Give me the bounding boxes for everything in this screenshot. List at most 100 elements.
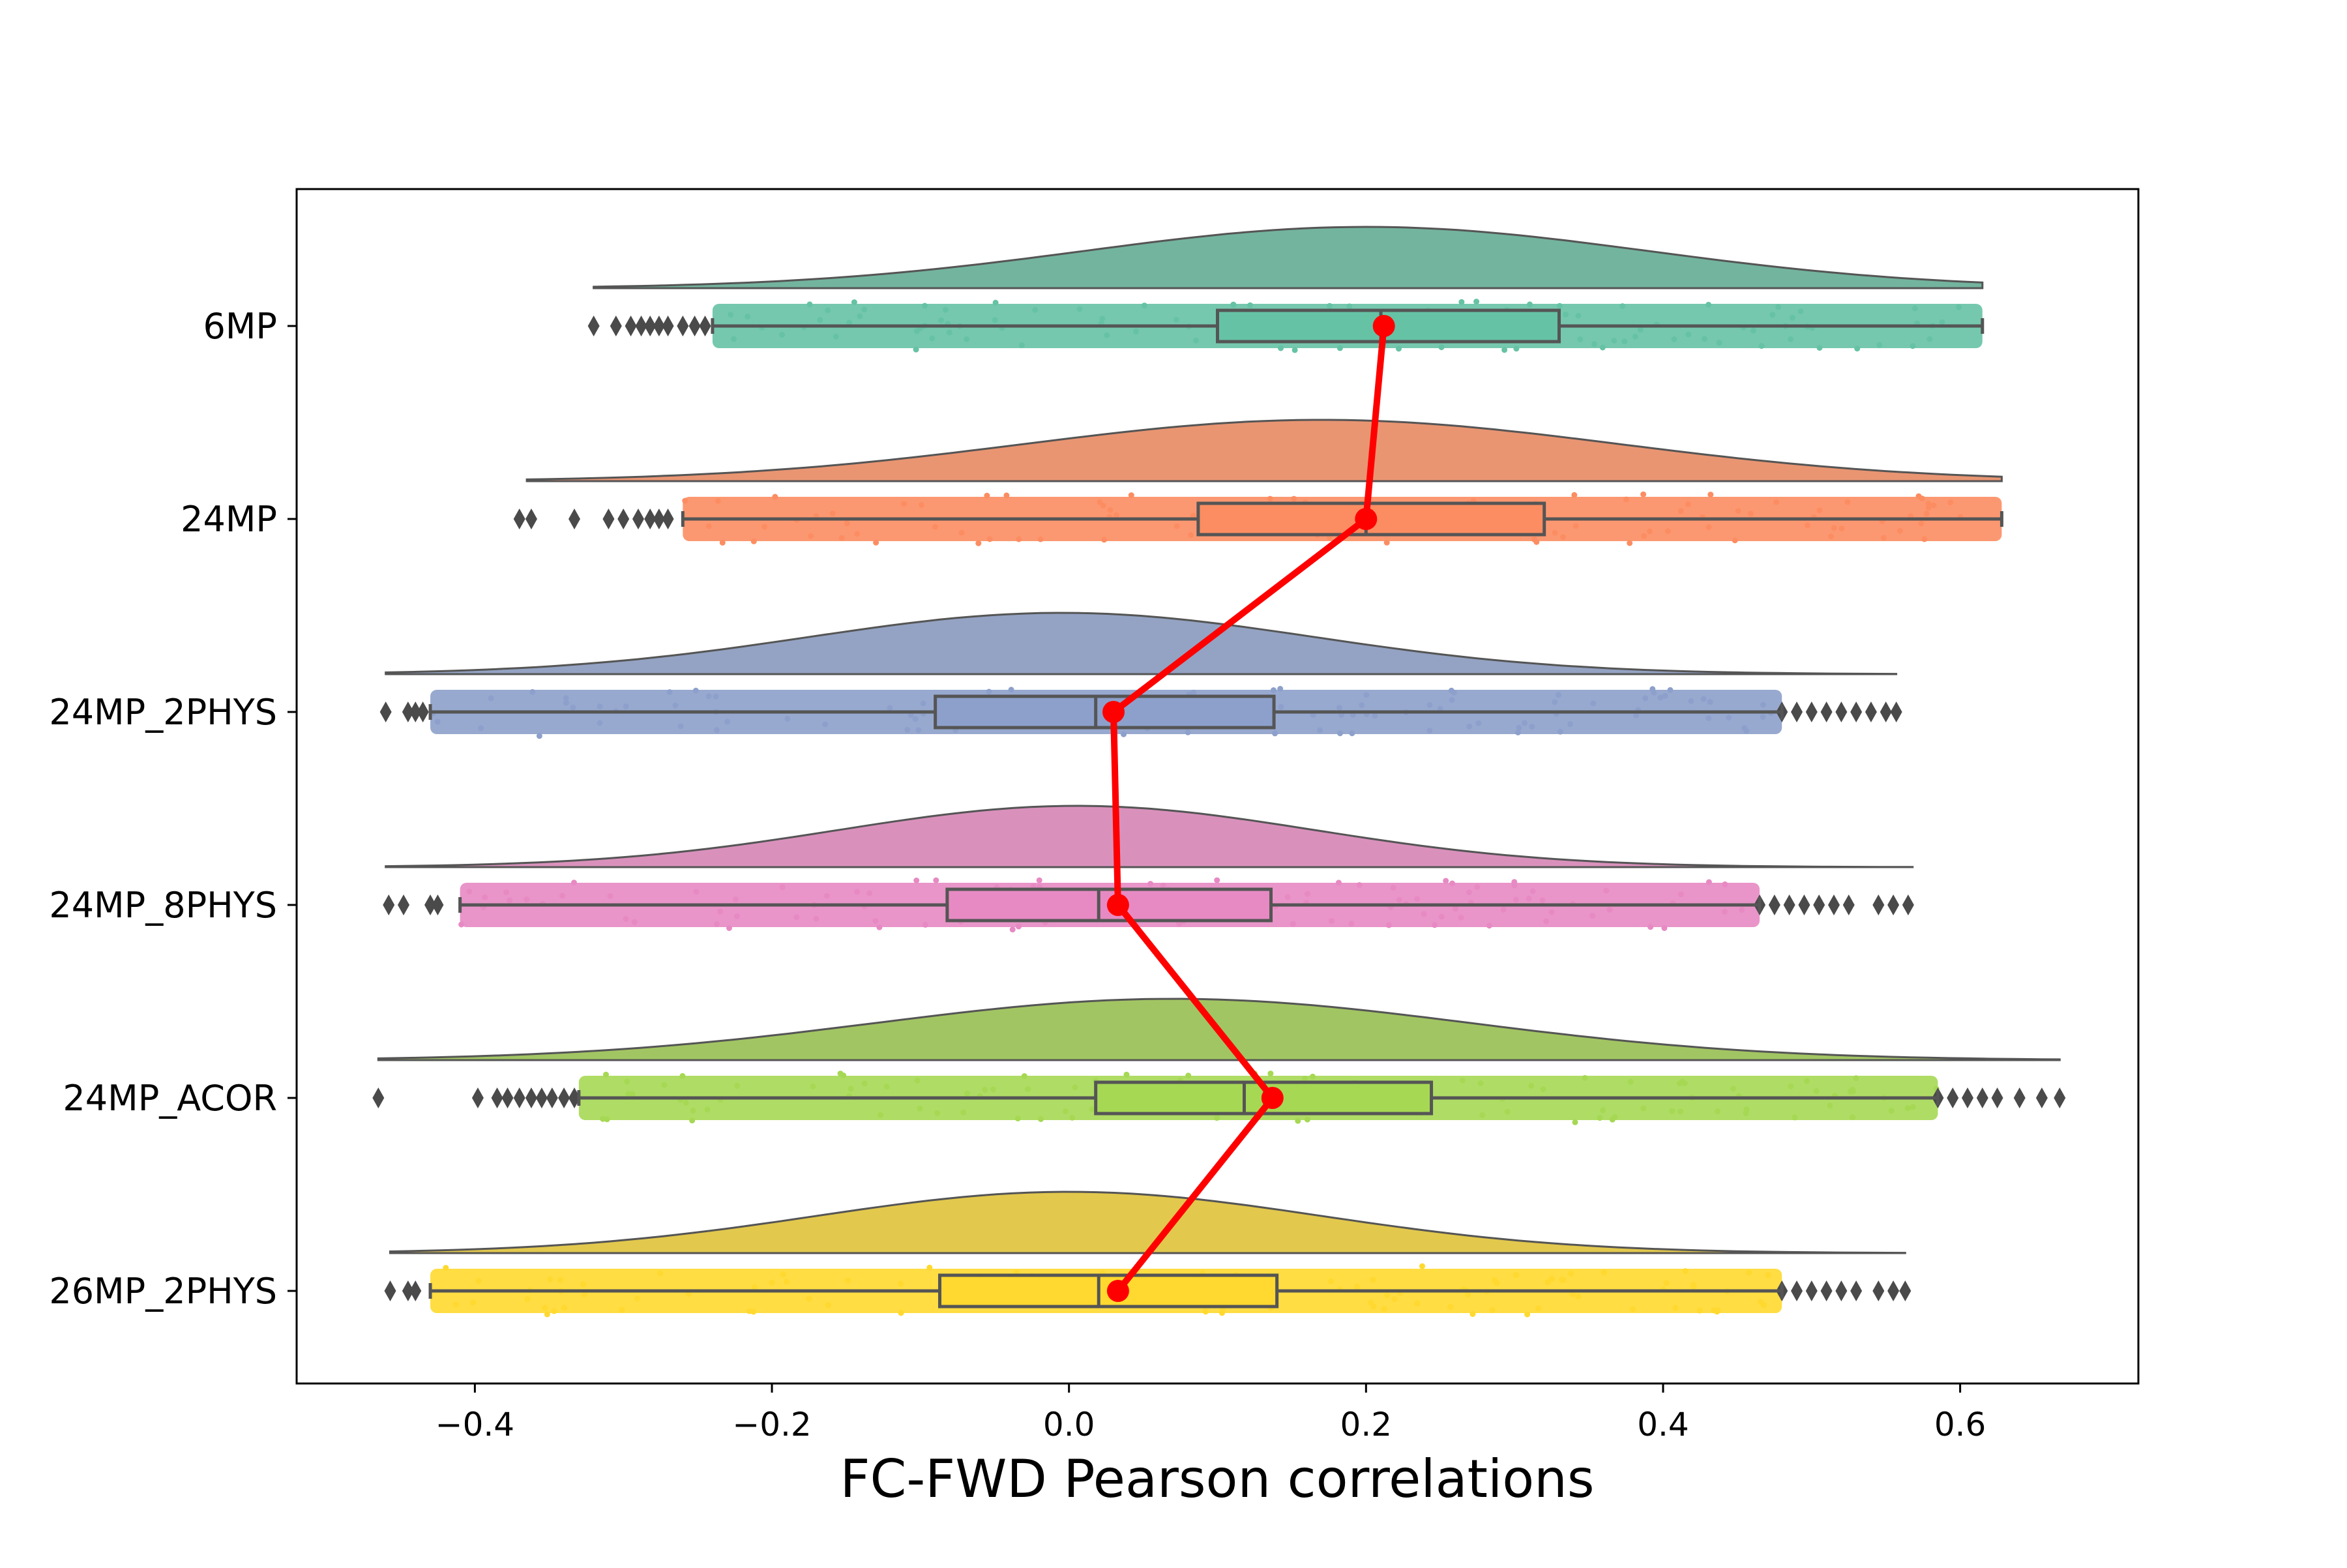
rain-point <box>1923 510 1930 517</box>
rain-point <box>1123 1071 1130 1078</box>
rain-point <box>1705 715 1712 721</box>
outlier-marker <box>1791 1280 1803 1301</box>
rain-point <box>1522 720 1528 726</box>
rain-point <box>810 1083 816 1089</box>
rain-point <box>524 1296 531 1303</box>
rain-point <box>964 336 970 342</box>
rain-point <box>1247 302 1254 308</box>
rain-point <box>1646 528 1653 535</box>
rain-point <box>1715 1108 1720 1114</box>
outlier-marker <box>1813 895 1825 915</box>
outlier-marker <box>1791 702 1803 722</box>
box-24mp-2phys <box>934 694 1276 730</box>
rain-point <box>1458 299 1465 305</box>
rain-point <box>833 333 839 340</box>
rain-point <box>960 1109 967 1116</box>
rain-point <box>1640 491 1647 497</box>
rain-point <box>908 712 914 718</box>
plot-area-frame <box>295 188 2140 1385</box>
rain-point <box>958 529 965 536</box>
outlier-marker <box>501 1087 514 1108</box>
rain-point <box>1489 1307 1496 1314</box>
rain-point <box>734 1082 741 1089</box>
rain-point <box>1556 692 1561 698</box>
rain-point <box>1310 1073 1316 1080</box>
rain-point <box>1214 877 1220 883</box>
rain-point <box>1685 331 1692 338</box>
rain-point <box>607 893 613 899</box>
rain-point <box>837 1071 844 1077</box>
rain-point <box>1677 508 1684 514</box>
rain-point <box>1804 1078 1810 1084</box>
rain-point <box>1089 1106 1095 1112</box>
rain-point <box>934 1110 941 1116</box>
rain-point <box>1575 312 1582 319</box>
rain-point <box>848 1086 854 1092</box>
rain-point <box>683 1099 689 1106</box>
rain-point <box>1876 342 1883 348</box>
rain-point <box>466 888 473 895</box>
rain-point <box>1188 532 1194 538</box>
rain-point <box>1750 327 1756 334</box>
outlier-marker <box>546 1087 558 1108</box>
x-axis-label: FC-FWD Pearson correlations <box>840 1449 1594 1509</box>
rain-point <box>1758 343 1765 349</box>
rain-point <box>1419 1263 1425 1269</box>
rain-point <box>926 1264 933 1271</box>
rain-point <box>1678 891 1685 898</box>
rain-point <box>1531 536 1537 542</box>
cloud-24mp-2phys <box>385 612 1898 675</box>
rain-point <box>1414 896 1421 902</box>
rain-point <box>458 921 465 928</box>
rain-point <box>600 1116 606 1122</box>
rain-point <box>1743 728 1750 734</box>
rain-point <box>1910 1104 1916 1110</box>
rain-point <box>1526 895 1532 902</box>
rain-point <box>1582 1074 1588 1081</box>
rain-point <box>1609 1116 1616 1123</box>
rain-point <box>1543 918 1550 925</box>
rain-point <box>1539 897 1546 904</box>
mean-marker <box>1106 894 1129 916</box>
rain-point <box>1649 686 1656 692</box>
outlier-marker <box>2054 1087 2066 1108</box>
rain-point <box>1372 713 1378 719</box>
rain-point <box>1746 1269 1752 1276</box>
rain-point <box>913 878 920 883</box>
outlier-marker <box>1991 1087 2003 1108</box>
mean-line <box>1110 325 1387 1294</box>
rain-point <box>883 1084 890 1090</box>
rain-point <box>1475 720 1482 726</box>
rain-point <box>1008 687 1014 693</box>
rain-point <box>692 687 699 694</box>
rain-point <box>1272 730 1278 737</box>
rain-point <box>1147 881 1154 887</box>
rain-point <box>1337 730 1343 737</box>
rain-point <box>603 1071 609 1078</box>
rain-point <box>1295 1117 1301 1124</box>
rain-point <box>1327 303 1333 309</box>
rain-point <box>679 1072 686 1079</box>
outlier-marker <box>491 1087 503 1108</box>
rain-point <box>873 539 879 546</box>
outlier-marker <box>402 702 414 722</box>
rain-point <box>1664 528 1671 535</box>
rain-point <box>1831 525 1837 531</box>
rain-point <box>657 1270 664 1277</box>
rain-point <box>1606 906 1613 913</box>
rain-point <box>1657 694 1664 701</box>
outlier-marker <box>1805 702 1818 722</box>
rain-point <box>1557 728 1563 735</box>
rain-point <box>846 319 853 326</box>
rain-point <box>845 1277 851 1284</box>
rain-point <box>1838 525 1845 532</box>
outlier-marker <box>513 509 525 529</box>
rain-point <box>1915 493 1922 499</box>
rain-point <box>1514 729 1521 735</box>
rain-point <box>1479 1112 1486 1118</box>
outlier-marker <box>1798 895 1810 915</box>
rain-point <box>915 727 922 733</box>
rain-point <box>1722 881 1728 887</box>
outlier-marker <box>417 702 429 722</box>
rain-point <box>551 1308 557 1314</box>
